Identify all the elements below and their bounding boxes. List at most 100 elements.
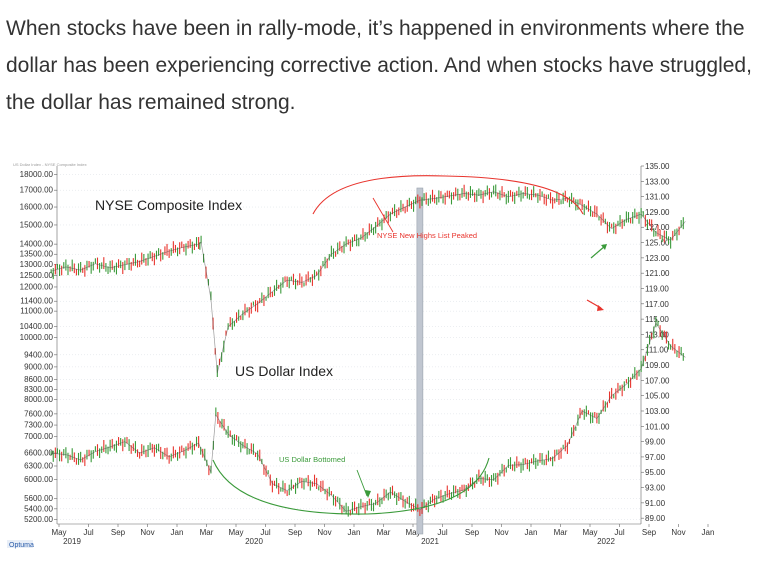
x-axis-month-label: May — [228, 528, 243, 537]
right-axis-tick-label: 119.00 — [645, 284, 669, 293]
left-axis-tick-label: 7600.00 — [24, 409, 53, 418]
intro-paragraph: When stocks have been in rally-mode, it’… — [6, 17, 752, 114]
x-axis-month-label: Jul — [614, 528, 624, 537]
bottom-pointer-line — [356, 469, 368, 497]
right-axis-tick-label: 123.00 — [645, 254, 670, 263]
left-axis-tick-label: 6000.00 — [24, 475, 53, 484]
left-axis-tick-label: 8300.00 — [24, 385, 53, 394]
nyse-up-arrowhead — [601, 244, 607, 250]
x-axis-month-label: Nov — [671, 528, 685, 537]
right-axis-tick-label: 117.00 — [645, 300, 669, 309]
x-axis-month-label: Sep — [465, 528, 480, 537]
left-axis-tick-label: 7300.00 — [24, 421, 53, 430]
left-axis-tick-label: 5200.00 — [24, 515, 53, 524]
x-axis-month-label: Jan — [348, 528, 361, 537]
x-axis-month-label: Sep — [111, 528, 126, 537]
left-axis-tick-label: 9000.00 — [24, 362, 53, 371]
x-axis-month-label: Mar — [377, 528, 391, 537]
left-axis-tick-label: 17000.00 — [20, 186, 54, 195]
vertical-marker-bar — [416, 187, 424, 535]
nyse-up-arrow-line — [590, 245, 606, 259]
left-axis-tick-label: 7000.00 — [24, 432, 53, 441]
left-axis-tick-label: 12000.00 — [20, 282, 54, 291]
right-axis-tick-label: 135.00 — [645, 162, 670, 171]
left-axis-tick-label: 11400.00 — [20, 297, 53, 306]
x-axis-month-label: Jul — [83, 528, 93, 537]
x-axis-month-label: Jul — [437, 528, 447, 537]
right-axis-tick-label: 105.00 — [645, 392, 670, 401]
left-axis-tick-label: 10400.00 — [20, 322, 54, 331]
x-axis-month-label: Mar — [554, 528, 568, 537]
right-axis-tick-label: 111.00 — [645, 346, 669, 355]
right-axis-tick-label: 89.00 — [645, 514, 666, 523]
left-axis-tick-label: 6600.00 — [24, 449, 53, 458]
right-axis-tick-label: 129.00 — [645, 208, 670, 217]
left-axis-tick-label: 13000.00 — [20, 260, 54, 269]
left-axis-tick-label: 9400.00 — [24, 350, 53, 359]
x-axis-month-label: May — [582, 528, 597, 537]
series-line — [51, 191, 686, 374]
left-axis-tick-label: 14000.00 — [20, 240, 54, 249]
left-axis-tick-label: 10000.00 — [20, 333, 54, 342]
x-axis-month-label: Nov — [317, 528, 331, 537]
right-axis-tick-label: 99.00 — [645, 438, 666, 447]
chart-panel: US Dollar Index - NYSE Composite Index 1… — [5, 158, 721, 550]
right-axis-tick-label: 121.00 — [645, 269, 670, 278]
peak-note: NYSE New Highs List Peaked — [377, 231, 477, 240]
left-axis-tick-label: 5400.00 — [24, 504, 53, 513]
x-axis-month-label: May — [405, 528, 420, 537]
left-axis-tick-label: 16000.00 — [20, 203, 54, 212]
right-axis-tick-label: 125.00 — [645, 239, 670, 248]
left-axis-tick-label: 6300.00 — [24, 461, 53, 470]
nyse-series-label: NYSE Composite Index — [95, 197, 242, 213]
peak-pointer-line — [372, 197, 394, 233]
logo-text: Optuma — [9, 542, 34, 549]
dual-line-chart: US Dollar Index - NYSE Composite Index 1… — [5, 158, 721, 550]
x-axis-month-label: Nov — [140, 528, 154, 537]
right-axis-tick-label: 115.00 — [645, 315, 669, 324]
bottom-arrowhead — [365, 490, 371, 498]
right-axis-tick-label: 101.00 — [645, 422, 670, 431]
dollar-series — [50, 316, 686, 517]
left-axis-tick-label: 18000.00 — [20, 170, 54, 179]
red-peak-arc — [312, 175, 584, 215]
optuma-logo: Optuma — [7, 540, 34, 549]
right-axis-tick-label: 95.00 — [645, 468, 666, 477]
x-axis-month-label: Jan — [702, 528, 715, 537]
x-axis-year-label: 2021 — [421, 537, 439, 546]
x-axis-month-label: Jul — [260, 528, 270, 537]
left-axis-tick-label: 11000.00 — [20, 307, 53, 316]
left-axis-tick-label: 12500.00 — [20, 271, 54, 280]
left-axis-tick-label: 13500.00 — [20, 250, 54, 259]
x-axis-month-label: Nov — [494, 528, 508, 537]
bottom-note: US Dollar Bottomed — [279, 455, 345, 464]
right-axis-tick-label: 131.00 — [645, 193, 670, 202]
green-bottom-arc — [212, 457, 490, 515]
left-axis-tick-label: 5600.00 — [24, 494, 53, 503]
x-axis-year-label: 2020 — [245, 537, 263, 546]
left-axis-tick-label: 8000.00 — [24, 395, 53, 404]
right-axis-tick-label: 103.00 — [645, 407, 670, 416]
chart-header-text: US Dollar Index - NYSE Composite Index — [13, 162, 87, 167]
x-axis-month-label: Jan — [171, 528, 184, 537]
x-axis-month-label: Mar — [200, 528, 214, 537]
x-axis-month-label: Sep — [288, 528, 303, 537]
nyse-series — [50, 184, 686, 378]
right-axis-tick-label: 109.00 — [645, 361, 670, 370]
right-axis-tick-label: 91.00 — [645, 499, 666, 508]
dollar-down-arrowhead — [597, 305, 604, 311]
x-axis-year-label: 2022 — [597, 537, 615, 546]
dollar-series-label: US Dollar Index — [235, 363, 333, 379]
x-axis-year-label: 2019 — [63, 537, 81, 546]
series-line — [51, 322, 686, 512]
right-axis-tick-label: 93.00 — [645, 484, 666, 493]
left-axis-tick-label: 8600.00 — [24, 375, 53, 384]
right-axis-tick-label: 133.00 — [645, 177, 670, 186]
x-axis-month-label: Jan — [525, 528, 538, 537]
x-axis-month-label: May — [51, 528, 66, 537]
left-axis-tick-label: 15000.00 — [20, 220, 54, 229]
right-axis-tick-label: 113.00 — [645, 330, 669, 339]
right-axis-tick-label: 107.00 — [645, 376, 670, 385]
right-axis-tick-label: 97.00 — [645, 453, 666, 462]
x-axis-month-label: Sep — [642, 528, 657, 537]
